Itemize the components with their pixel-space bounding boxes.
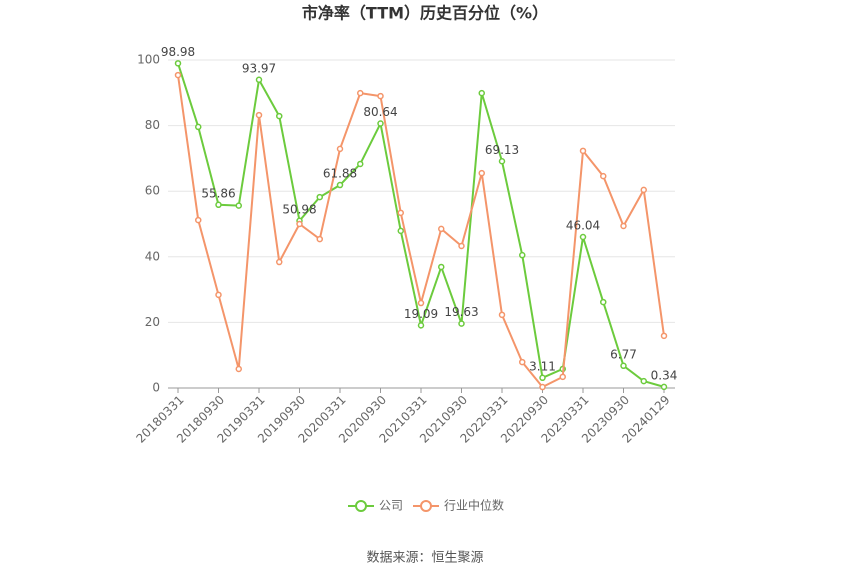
point — [377, 92, 384, 100]
point — [276, 112, 283, 120]
point — [519, 358, 526, 366]
point — [498, 311, 506, 319]
point — [357, 89, 364, 97]
point — [255, 76, 263, 84]
point — [316, 235, 323, 243]
point — [235, 202, 242, 209]
point — [296, 220, 303, 228]
point — [620, 222, 627, 230]
y-tick-label: 60 — [145, 184, 160, 198]
point — [235, 365, 242, 373]
y-tick-label: 80 — [145, 118, 160, 132]
y-tick-label: 20 — [145, 315, 160, 329]
data-label: 98.98 — [161, 45, 195, 59]
y-tick-label: 100 — [137, 53, 160, 67]
point — [215, 201, 222, 209]
point — [579, 233, 587, 241]
y-tick-label: 40 — [145, 249, 160, 263]
point — [559, 373, 566, 381]
point — [438, 225, 445, 233]
point — [600, 298, 607, 306]
data-label: 61.88 — [323, 167, 357, 181]
legend-label: 行业中位数 — [444, 498, 504, 513]
point — [640, 186, 647, 194]
data-label: 19.09 — [404, 307, 438, 321]
point — [539, 374, 546, 382]
source: 数据来源：恒生聚源 — [366, 551, 483, 566]
point — [397, 209, 404, 217]
data-label: 50.98 — [282, 202, 316, 216]
data-label: 93.97 — [242, 61, 276, 75]
point — [336, 145, 344, 153]
point — [600, 172, 607, 180]
point — [620, 362, 627, 370]
point — [377, 120, 384, 127]
point — [417, 299, 425, 307]
data-label: 69.13 — [485, 143, 519, 157]
data-label: 55.86 — [201, 186, 235, 200]
point — [438, 263, 445, 271]
point — [255, 111, 263, 119]
point — [195, 123, 202, 131]
data-label: 80.64 — [363, 105, 397, 119]
point — [276, 258, 283, 266]
point — [660, 383, 668, 391]
point — [640, 377, 647, 385]
data-label: 46.04 — [566, 218, 600, 232]
point — [478, 169, 485, 177]
point — [215, 291, 222, 299]
point — [174, 71, 182, 79]
data-label: 3.11 — [529, 359, 556, 373]
point — [316, 193, 323, 201]
y-tick-label: 0 — [152, 381, 160, 395]
point — [357, 160, 364, 168]
point — [336, 181, 344, 189]
point — [458, 320, 465, 327]
legend-marker — [355, 500, 367, 512]
point — [519, 251, 526, 259]
chart-title: 市净率（TTM）历史百分位（%） — [302, 4, 548, 23]
point — [579, 147, 587, 155]
point — [417, 322, 425, 329]
legend-marker — [420, 500, 432, 512]
point — [195, 216, 202, 224]
point — [174, 60, 182, 67]
point — [498, 158, 506, 165]
point — [539, 383, 546, 391]
data-label: 19.63 — [444, 305, 478, 319]
point — [478, 89, 485, 97]
data-label: 6.77 — [610, 347, 637, 361]
legend-label: 公司 — [379, 499, 403, 513]
point — [397, 227, 404, 235]
point — [458, 242, 465, 250]
data-label: 0.34 — [651, 368, 678, 382]
point — [660, 332, 668, 340]
